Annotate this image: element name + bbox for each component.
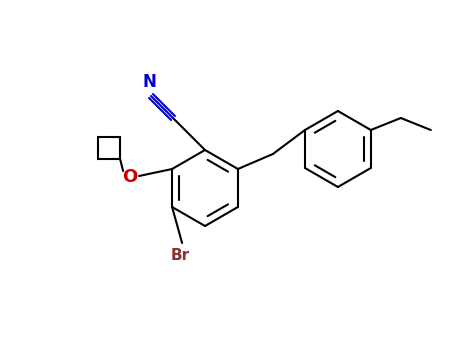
Text: N: N bbox=[142, 73, 156, 91]
Text: Br: Br bbox=[171, 247, 190, 262]
Text: O: O bbox=[122, 168, 138, 186]
